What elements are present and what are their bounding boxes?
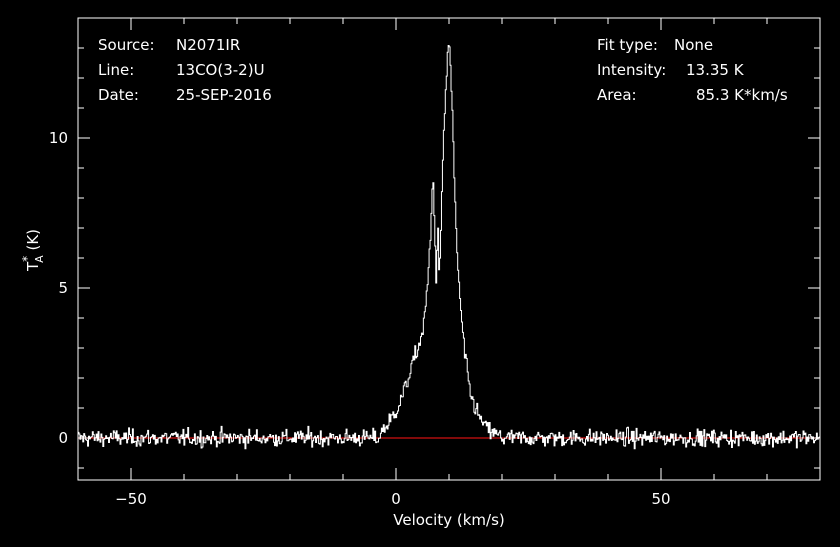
area-label: Area: xyxy=(597,86,637,104)
x-tick-label: 50 xyxy=(651,490,670,508)
y-axis-label-sub: A xyxy=(33,255,46,263)
area-value: 85.3 K*km/s xyxy=(696,86,788,104)
spectrum-trace xyxy=(78,44,820,450)
y-tick-label: 10 xyxy=(49,129,68,147)
x-tick-label: 0 xyxy=(391,490,401,508)
line-value: 13CO(3-2)U xyxy=(176,61,265,79)
y-tick-label: 0 xyxy=(58,429,68,447)
y-axis-label-super: * xyxy=(20,256,34,262)
source-label: Source: xyxy=(98,36,155,54)
intensity-value: 13.35 K xyxy=(686,61,745,79)
source-value: N2071IR xyxy=(176,36,240,54)
fit-type-value: None xyxy=(674,36,713,54)
line-label: Line: xyxy=(98,61,134,79)
y-axis-label-unit: (K) xyxy=(24,229,42,255)
fit-type-label: Fit type: xyxy=(597,36,658,54)
date-value: 25-SEP-2016 xyxy=(176,86,272,104)
intensity-label: Intensity: xyxy=(597,61,666,79)
date-label: Date: xyxy=(98,86,139,104)
x-axis-label: Velocity (km/s) xyxy=(393,511,504,529)
x-tick-label: −50 xyxy=(115,490,147,508)
y-tick-label: 5 xyxy=(58,279,68,297)
svg-text:T*A (K): T*A (K) xyxy=(20,229,46,272)
spectrum-line xyxy=(78,44,820,450)
y-axis-label: T*A (K) xyxy=(20,229,46,272)
y-axis-label-main: T xyxy=(24,261,42,272)
